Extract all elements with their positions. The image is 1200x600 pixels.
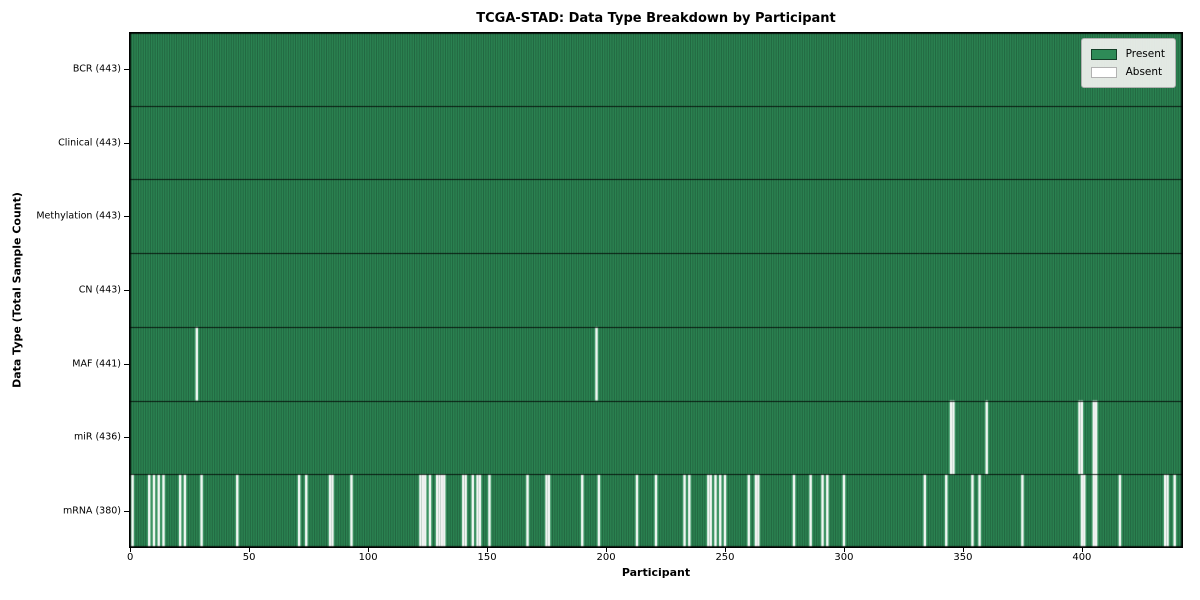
present-swatch xyxy=(1090,48,1117,60)
x-tick-mark xyxy=(725,548,726,552)
x-tick-label-300: 300 xyxy=(834,552,854,563)
legend-label-absent: Absent xyxy=(1125,66,1163,78)
y-tick-label-BCR: BCR (443) xyxy=(72,63,121,75)
y-tick-label-miR: miR (436) xyxy=(73,431,121,443)
y-tick-label-Clinical: Clinical (443) xyxy=(58,137,121,149)
legend-item-absent: Absent xyxy=(1090,63,1165,81)
y-tick-label-Methylation: Methylation (443) xyxy=(36,210,121,222)
heatmap-canvas xyxy=(129,32,1183,548)
y-tick-label-MAF: MAF (441) xyxy=(72,358,121,370)
x-tick-mark xyxy=(606,548,607,552)
x-tick-mark xyxy=(368,548,369,552)
x-tick-label-350: 350 xyxy=(953,552,973,563)
x-tick-mark xyxy=(249,548,250,552)
x-tick-label-50: 50 xyxy=(242,552,256,563)
legend: Present Absent xyxy=(1080,38,1176,88)
x-tick-label-200: 200 xyxy=(596,552,616,563)
x-tick-label-0: 0 xyxy=(127,552,134,563)
plot-area xyxy=(129,32,1183,548)
y-tick-mark xyxy=(124,364,129,365)
x-tick-mark xyxy=(1082,548,1083,552)
y-tick-label-CN: CN (443) xyxy=(78,284,121,296)
x-tick-label-150: 150 xyxy=(477,552,497,563)
y-tick-mark xyxy=(124,69,129,70)
x-tick-mark xyxy=(844,548,845,552)
x-tick-mark xyxy=(130,548,131,552)
x-axis-label: Participant xyxy=(621,566,691,579)
y-tick-mark xyxy=(124,290,129,291)
x-tick-label-100: 100 xyxy=(358,552,378,563)
x-tick-label-400: 400 xyxy=(1072,552,1092,563)
x-tick-label-250: 250 xyxy=(715,552,735,563)
y-tick-mark xyxy=(124,511,129,512)
y-tick-mark xyxy=(124,143,129,144)
y-tick-mark xyxy=(124,216,129,217)
x-tick-mark xyxy=(963,548,964,552)
legend-label-present: Present xyxy=(1125,48,1165,60)
y-tick-label-mRNA: mRNA (380) xyxy=(62,505,121,517)
chart-title: TCGA-STAD: Data Type Breakdown by Partic… xyxy=(476,11,836,26)
absent-swatch xyxy=(1090,66,1117,78)
legend-item-present: Present xyxy=(1090,45,1165,63)
x-tick-mark xyxy=(487,548,488,552)
y-tick-mark xyxy=(124,437,129,438)
